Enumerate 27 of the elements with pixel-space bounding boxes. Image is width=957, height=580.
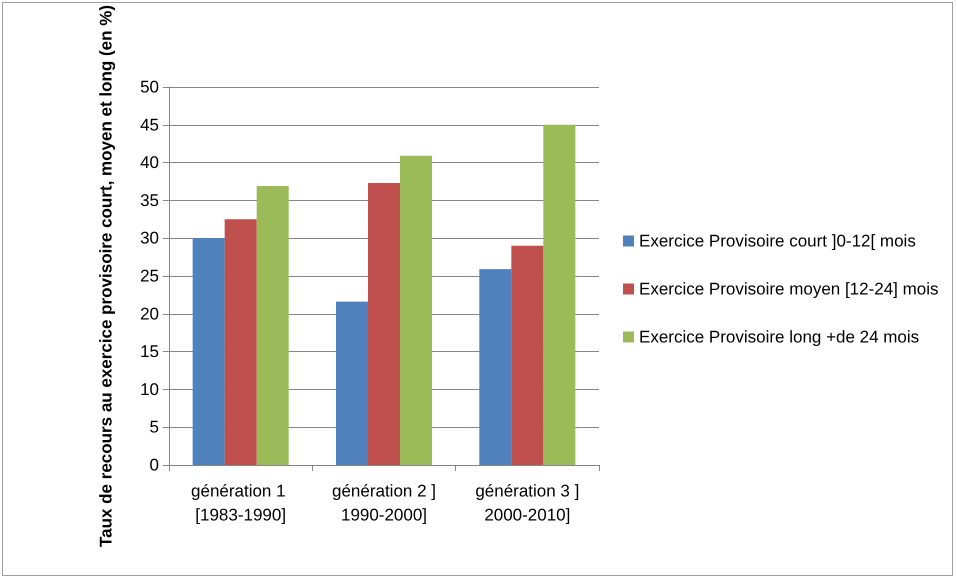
bar: [479, 269, 512, 465]
y-axis-title: Taux de recours au exercice provisoire court, moyen et long (en %): [96, 4, 116, 547]
bar: [400, 156, 432, 465]
bar: [368, 182, 400, 465]
x-tick-label: génération 3 ]2000-2010]: [475, 482, 580, 524]
y-tick-label: 35: [140, 190, 159, 210]
bar: [192, 238, 225, 465]
y-tick-label: 20: [140, 304, 159, 324]
x-tick-label: génération 1 [1983-1990]: [191, 482, 290, 524]
y-tick-label: 10: [140, 380, 159, 399]
y-tick-label: 30: [140, 228, 159, 248]
y-tick-label: 15: [140, 342, 159, 362]
bar: [256, 186, 289, 465]
legend-label: Exercice Provisoire moyen [12-24] mois: [639, 280, 939, 298]
bar: [336, 302, 368, 465]
legend-label: Exercice Provisoire long +de 24 mois: [639, 328, 920, 346]
bar: [511, 246, 544, 465]
legend-label: Exercice Provisoire court ]0-12[ mois: [639, 232, 916, 250]
bar: [224, 219, 257, 465]
y-tick-label: 45: [140, 115, 159, 134]
y-tick-label: 50: [140, 77, 159, 96]
y-tick-label: 25: [140, 266, 159, 286]
y-tick-label: 40: [140, 153, 159, 172]
bar: [543, 124, 576, 465]
x-tick-label: génération 2 ]1990-2000]: [332, 482, 436, 524]
y-tick-label: 5: [150, 418, 159, 437]
y-tick-label: 0: [150, 456, 159, 474]
